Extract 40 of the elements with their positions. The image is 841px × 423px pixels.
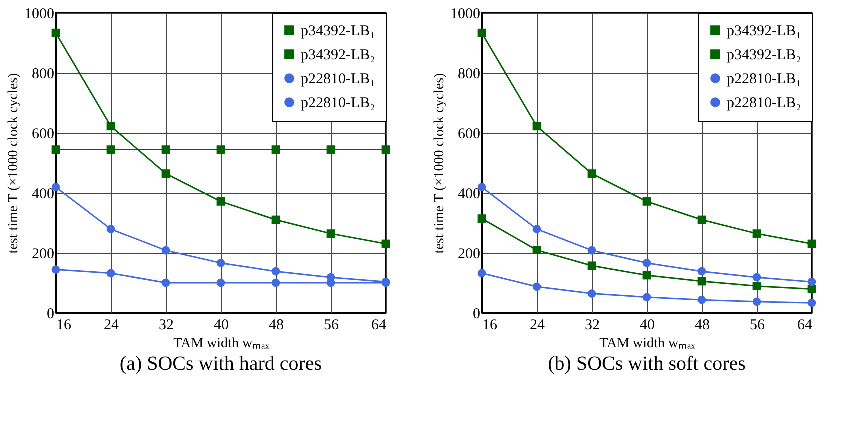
y-tick-label: 0 [47, 306, 54, 322]
legend-label: p22810-LB₂ [727, 96, 802, 112]
y-tick-label: 400 [458, 186, 480, 202]
text: (b) SOCs with soft cores [548, 353, 746, 375]
y-tick-label: 800 [32, 66, 54, 82]
y-axis-title: test time T (×1000 clock cycles) [6, 72, 22, 254]
x-tick-label: 48 [695, 318, 710, 334]
x-tick-label: 16 [482, 318, 498, 334]
legend-label: p34392-LB₂ [301, 48, 376, 64]
x-tick-label: 24 [530, 318, 546, 334]
x-axis-title: TAM width wₘₐₓ [174, 336, 270, 352]
y-tick-label: 400 [32, 186, 54, 202]
x-tick-label: 56 [750, 318, 766, 334]
x-tick-label: 64 [372, 318, 387, 334]
legend-label: p22810-LB₂ [301, 96, 376, 112]
legend-label: p34392-LB₂ [727, 48, 802, 64]
text: (a) SOCs with hard cores [120, 353, 322, 375]
legend-label: p34392-LB₁ [727, 24, 802, 40]
x-tick-label: 40 [214, 318, 229, 334]
y-tick-label: 0 [473, 306, 480, 322]
x-tick-label: 40 [640, 318, 655, 334]
y-tick-label: 1000 [24, 6, 54, 22]
x-tick-label: 48 [269, 318, 284, 334]
x-tick-label: 32 [159, 318, 174, 334]
legend-label: p22810-LB₁ [727, 72, 802, 88]
x-tick-label: 56 [324, 318, 340, 334]
y-axis-title: test time T (×1000 clock cycles) [432, 72, 448, 254]
y-tick-label: 200 [32, 246, 54, 262]
y-tick-label: 1000 [450, 6, 480, 22]
x-tick-label: 16 [56, 318, 72, 334]
x-tick-label: 32 [585, 318, 600, 334]
legend-label: p34392-LB₁ [301, 24, 376, 40]
x-tick-label: 64 [798, 318, 813, 334]
y-tick-label: 600 [458, 126, 480, 142]
y-tick-label: 600 [32, 126, 54, 142]
x-tick-label: 24 [104, 318, 120, 334]
x-axis-title: TAM width wₘₐₓ [600, 336, 696, 352]
y-tick-label: 800 [458, 66, 480, 82]
y-tick-label: 200 [458, 246, 480, 262]
legend-label: p22810-LB₁ [301, 72, 376, 88]
